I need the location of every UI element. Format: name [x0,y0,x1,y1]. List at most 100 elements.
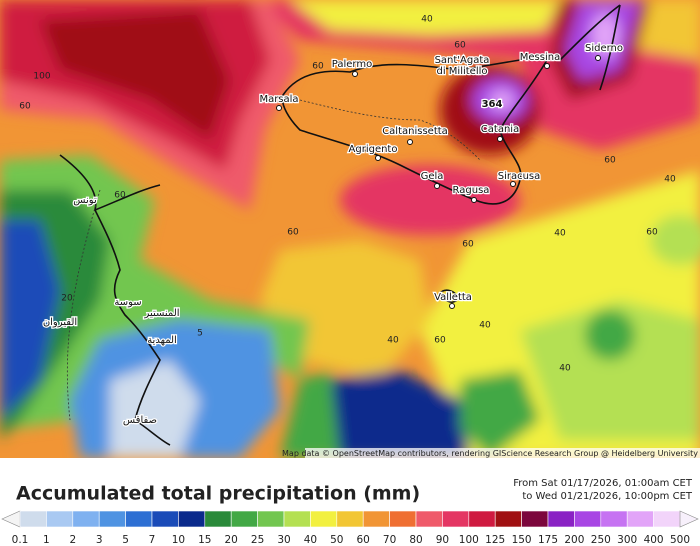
city-label: Gela [421,171,444,182]
contour-label: 60 [287,228,299,238]
colorbar-label: 25 [251,534,264,546]
colorbar-segment [362,510,390,528]
colorbar-label: 125 [485,534,505,546]
attribution-bg [305,448,700,458]
contour-label: 60 [312,62,324,72]
colorbar-segment [204,510,232,528]
contour-label: 60 [114,191,126,201]
contour-label: 60 [462,240,474,250]
arabic-label: القيروان [43,317,77,328]
colorbar-label: 175 [538,534,558,546]
colorbar-segment [389,510,417,528]
colorbar-label: 7 [149,534,156,546]
city-dot [595,55,601,61]
colorbar-segment [336,510,364,528]
colorbar-segment [46,510,74,528]
peak-label: 364 [482,99,503,110]
city-dot [471,197,477,203]
colorbar-label: 500 [670,534,690,546]
colorbar-label: 200 [564,534,584,546]
contour-label: 40 [559,364,571,374]
contour-label: 60 [604,156,616,166]
colorbar-segment [626,510,654,528]
city-label: Sant'Agata [435,55,490,66]
city-dot [434,183,440,189]
colorbar-arrow [679,510,699,528]
colorbar-label: 10 [172,534,185,546]
period-from: From Sat 01/17/2026, 01:00am CET [513,478,693,489]
colorbar-label: 100 [459,534,479,546]
city-label: Messina [520,52,560,63]
arabic-label: المهدية [147,335,177,346]
colorbar: 0.1 1 2 3 5 7 10 15 20 25 30 40 50 60 70 80 90 100 125 150 1… [1,510,699,546]
arabic-label: تونس [73,195,97,206]
colorbar-label: 70 [383,534,396,546]
colorbar-segment [125,510,153,528]
colorbar-label: 50 [330,534,343,546]
colorbar-label: 300 [617,534,637,546]
colorbar-segment [653,510,681,528]
attribution: Map data © OpenStreetMap contributors, r… [282,449,698,458]
colorbar-segment [310,510,338,528]
colorbar-segment [230,510,258,528]
city-label: Agrigento [349,144,398,155]
colorbar-arrow [1,510,21,528]
contour-label: 60 [19,102,31,112]
city-label: Siracusa [498,171,541,182]
colorbar-segment [442,510,470,528]
colorbar-label: 90 [436,534,449,546]
colorbar-segment [151,510,179,528]
colorbar-segment [19,510,47,528]
precip-map: Map data © OpenStreetMap contributors, r… [0,0,700,458]
city-label: Marsala [259,94,298,105]
colorbar-segment [547,510,575,528]
colorbar-segment [283,510,311,528]
colorbar-label: 80 [409,534,422,546]
city-dot [510,181,516,187]
contour-label: 40 [664,175,676,185]
city-dot [352,71,358,77]
colorbar-label: 5 [122,534,129,546]
colorbar-label: 150 [512,534,532,546]
city-label: Siderno [585,43,623,54]
colorbar-segment [494,510,522,528]
city-dot [375,155,381,161]
colorbar-label: 20 [225,534,238,546]
contour-label: 100 [33,72,50,82]
legend-title: Accumulated total precipitation (mm) [16,483,420,505]
city-label: di Militello [436,66,487,77]
colorbar-segment [574,510,602,528]
colorbar-label: 40 [304,534,317,546]
colorbar-label: 400 [644,534,664,546]
arabic-label: سوسة [114,297,141,308]
contour-label: 40 [554,229,566,239]
period-to: to Wed 01/21/2026, 10:00pm CET [522,491,693,502]
colorbar-label: 3 [96,534,103,546]
colorbar-label: 15 [198,534,211,546]
city-dot [276,105,282,111]
contour-label: 60 [646,228,658,238]
coastlines [59,4,621,446]
colorbar-segment [600,510,628,528]
colorbar-label: 250 [591,534,611,546]
city-dot [544,63,550,69]
colorbar-label: 30 [277,534,290,546]
colorbar-segment [98,510,126,528]
precip-field [0,0,700,458]
city-label: Catania [481,124,519,135]
city-label: Caltanissetta [382,126,448,137]
contour-label: 60 [434,336,446,346]
contour-label: 5 [197,329,203,339]
contour-label: 20 [61,294,73,304]
contour-label: 60 [454,41,466,51]
colorbar-segment [521,510,549,528]
colorbar-label: 2 [69,534,76,546]
city-label: Palermo [332,59,372,70]
colorbar-segment [72,510,100,528]
colorbar-label: 1 [43,534,50,546]
contour-label: 40 [387,336,399,346]
map-labels: Palermo Messina Siderno Marsala Caltanissett… [19,15,676,428]
city-label: Valletta [434,292,472,303]
